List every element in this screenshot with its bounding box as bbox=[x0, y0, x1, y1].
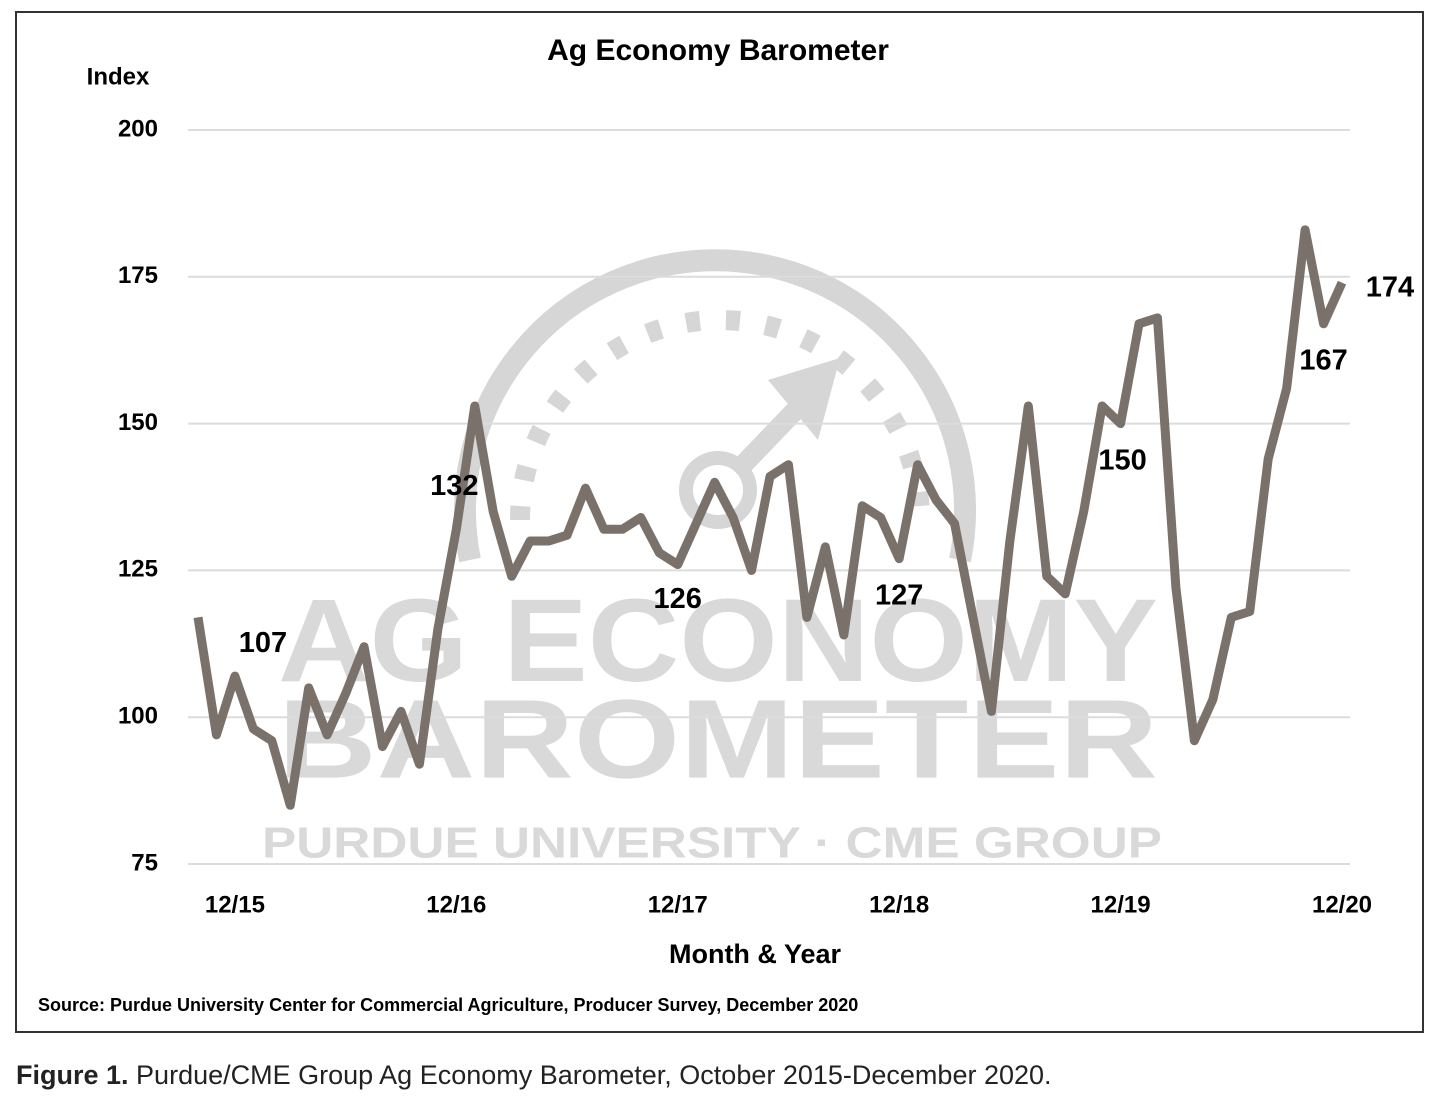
data-label: 174 bbox=[1366, 271, 1414, 303]
gauge-hub bbox=[679, 451, 757, 529]
chart-title: Ag Economy Barometer bbox=[547, 34, 889, 67]
data-label: 126 bbox=[654, 583, 702, 615]
x-tick-label: 12/16 bbox=[426, 891, 486, 918]
y-tick-label: 200 bbox=[118, 115, 158, 142]
y-tick-label: 175 bbox=[118, 262, 158, 289]
y-tick-label: 75 bbox=[131, 849, 158, 876]
x-tick-label: 12/19 bbox=[1091, 891, 1151, 918]
data-label: 150 bbox=[1098, 444, 1146, 476]
data-label: 107 bbox=[239, 627, 287, 659]
x-tick-label: 12/17 bbox=[648, 891, 708, 918]
caption-label: Figure 1. bbox=[16, 1060, 129, 1090]
caption-text: Purdue/CME Group Ag Economy Barometer, O… bbox=[136, 1060, 1051, 1090]
y-tick-label: 125 bbox=[118, 556, 158, 583]
x-tick-label: 12/18 bbox=[869, 891, 929, 918]
watermark-text: AG ECONOMY bbox=[278, 575, 1158, 707]
caption: Figure 1. Purdue/CME Group Ag Economy Ba… bbox=[16, 1060, 1052, 1090]
y-tick-label: 150 bbox=[118, 409, 158, 436]
data-label: 167 bbox=[1299, 344, 1347, 376]
gauge-ticks bbox=[510, 310, 930, 521]
data-line bbox=[193, 225, 1347, 810]
x-axis-label: Month & Year bbox=[669, 939, 842, 969]
y-tick-label: 100 bbox=[118, 703, 158, 730]
x-tick-label: 12/15 bbox=[205, 891, 265, 918]
watermark-text: PURDUE UNIVERSITY · CME GROUP bbox=[262, 819, 1162, 868]
gauge-arrow bbox=[768, 358, 840, 440]
source-note: Source: Purdue University Center for Com… bbox=[38, 995, 858, 1015]
y-axis-label: Index bbox=[87, 63, 150, 90]
data-label: 127 bbox=[875, 579, 923, 611]
x-tick-label: 12/20 bbox=[1312, 891, 1372, 918]
data-label: 132 bbox=[430, 470, 478, 502]
